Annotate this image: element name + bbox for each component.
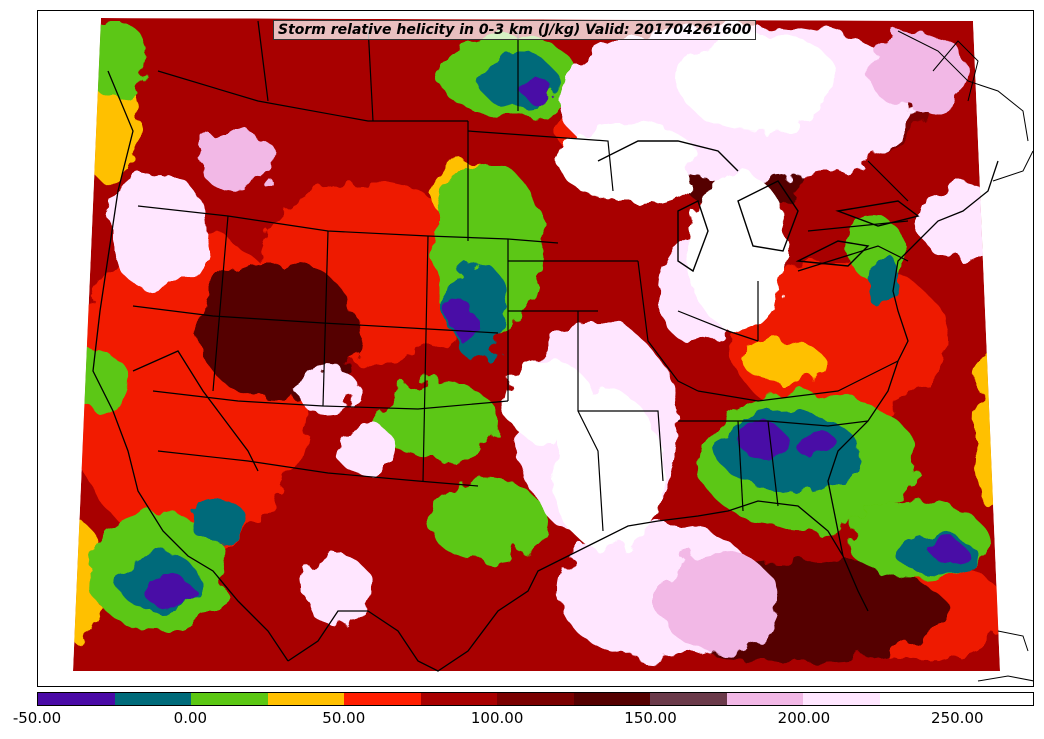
- colorbar-segment: [344, 693, 421, 705]
- map-title: Storm relative helicity in 0-3 km (J/kg)…: [273, 20, 757, 40]
- colorbar-segment: [803, 693, 880, 705]
- helicity-map: [73, 18, 1033, 682]
- colorbar-tick-label: 0.00: [173, 709, 208, 727]
- coastlines: [92, 70, 999, 672]
- colorbar-tick-label: 250.00: [931, 709, 984, 727]
- colorbar-tick-label: 150.00: [624, 709, 677, 727]
- colorbar-segment: [726, 693, 804, 705]
- great-lakes: [597, 140, 920, 273]
- map-frame: [37, 10, 1034, 687]
- colorbar-segment: [956, 693, 1033, 705]
- canada-outline: [897, 30, 1033, 682]
- colorbar-segment: [191, 693, 268, 705]
- colorbar-segment: [38, 693, 115, 705]
- colorbar-tick-label: 50.00: [322, 709, 366, 727]
- colorbar-segment: [879, 693, 957, 705]
- colorbar-segment: [267, 693, 345, 705]
- state-borders: [132, 20, 909, 532]
- colorbar-tick-label: 200.00: [777, 709, 831, 727]
- colorbar-tick-label: 100.00: [470, 709, 524, 727]
- colorbar-segment: [420, 693, 498, 705]
- helicity-field: [73, 18, 1000, 671]
- colorbar-tick-label: -50.00: [12, 709, 62, 727]
- colorbar-segment: [114, 693, 192, 705]
- colorbar-segment: [650, 693, 727, 705]
- colorbar: [37, 692, 1034, 706]
- colorbar-segment: [573, 693, 651, 705]
- colorbar-segment: [497, 693, 574, 705]
